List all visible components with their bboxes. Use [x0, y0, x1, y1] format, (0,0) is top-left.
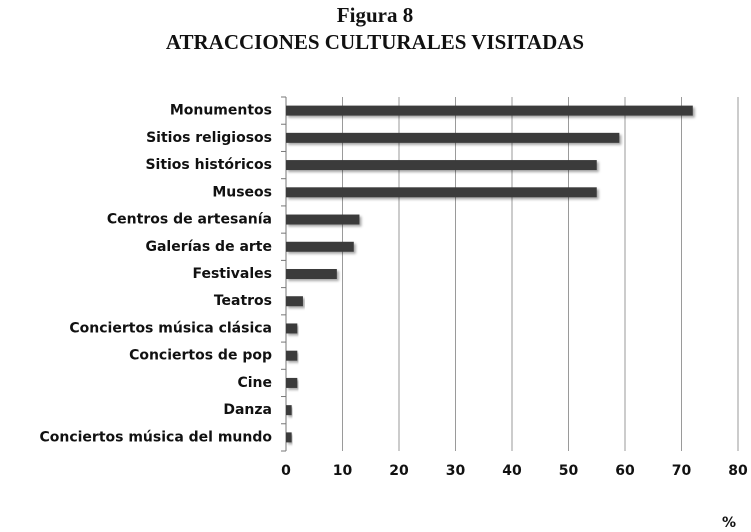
x-tick-label: 20 — [389, 463, 409, 479]
y-tick-label: Teatros — [214, 293, 272, 309]
y-tick-label: Conciertos música del mundo — [39, 429, 272, 445]
bar — [286, 432, 292, 443]
y-tick-label: Sitios religiosos — [146, 130, 272, 146]
bar — [286, 241, 354, 252]
bar — [286, 377, 298, 388]
x-tick-label: 0 — [281, 463, 291, 479]
y-tick-label: Festivales — [192, 266, 272, 282]
y-tick-label: Danza — [223, 402, 272, 418]
bar — [286, 214, 360, 225]
y-tick-label: Cine — [237, 375, 272, 391]
chart-subtitle: ATRACCIONES CULTURALES VISITADAS — [166, 30, 584, 54]
x-tick-label: 30 — [446, 463, 466, 479]
x-tick-label: 40 — [502, 463, 522, 479]
x-tick-label: 60 — [615, 463, 635, 479]
chart-title: Figura 8 — [337, 3, 413, 27]
bar — [286, 105, 693, 116]
x-tick-label: 70 — [672, 463, 692, 479]
bar — [286, 160, 597, 171]
x-tick-label: 50 — [559, 463, 579, 479]
y-tick-label: Centros de artesanía — [107, 212, 272, 228]
x-tick-label: 10 — [333, 463, 353, 479]
bar — [286, 269, 337, 279]
y-tick-label: Conciertos música clásica — [69, 320, 272, 336]
x-axis-label: % — [722, 515, 736, 531]
y-tick-label: Sitios históricos — [145, 157, 272, 173]
y-tick-label: Monumentos — [170, 103, 272, 119]
bar — [286, 350, 298, 361]
bar — [286, 132, 620, 143]
bar — [286, 323, 298, 334]
bar — [286, 187, 597, 198]
y-tick-label: Galerías de arte — [145, 239, 272, 255]
y-tick-label: Museos — [212, 184, 272, 200]
y-tick-label: Conciertos de pop — [129, 348, 272, 364]
x-tick-label: 80 — [728, 463, 748, 479]
bar — [286, 405, 292, 416]
bar — [286, 296, 303, 307]
